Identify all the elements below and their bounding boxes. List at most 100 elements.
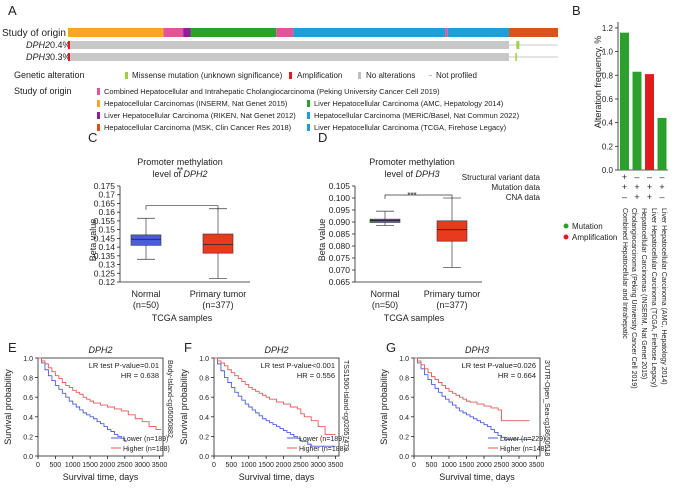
d-sig-bracket [384, 194, 453, 199]
panel-d-boxplot: Promoter methylation level of DPH3 Beta … [317, 157, 482, 323]
alteration-legend-title: Genetic alteration [14, 70, 85, 80]
b-symbol-0-2: – [647, 172, 652, 182]
legend-label-missense: Missense mutation (unknown significance) [132, 71, 283, 80]
legend-swatch-no-alteration [358, 72, 361, 79]
b-study-label-0a: Combined Hepatocellular and Intrahepatic [621, 208, 628, 339]
km-e-ylabel: Survival probability [3, 369, 13, 445]
c-sig-bracket [145, 205, 219, 210]
c-ytick-label-3: 0.135 [94, 251, 116, 261]
km-g-ytick-label-4: 0.8 [399, 376, 409, 383]
km-f-legend-higher: Higher (n=188) [299, 446, 346, 453]
d-significance: *** [407, 191, 416, 200]
d-title-gene: DPH3 [416, 169, 440, 179]
b-symbols: + – – –+ + + +– + + – [622, 172, 665, 202]
c-ytick-label-11: 0.175 [94, 181, 116, 191]
panel-letter-f: F [184, 340, 192, 355]
study-legend: Study of origin Combined Hepatocellular … [14, 86, 520, 132]
d-title-2: level of DPH3 [384, 169, 439, 179]
km-g-xtick-label-6: 3000 [511, 462, 527, 469]
study-segment-8 [509, 28, 558, 37]
d-title-prefix: level of [384, 169, 415, 179]
km-e-frame [37, 357, 164, 457]
c-ytick-label-10: 0.17 [98, 190, 115, 200]
d-ytick-label-2: 0.075 [329, 253, 351, 263]
study-segment-5 [293, 28, 446, 37]
gene-label-dph2: DPH2 [26, 40, 50, 50]
study-label-4: Hepatocellular Carcinoma (MERiC/Basel, N… [314, 111, 520, 120]
c-ytick-label-7: 0.155 [94, 216, 116, 226]
study-bar [68, 28, 558, 37]
km-f-ytick-label-0: 0.0 [199, 454, 209, 461]
legend-label-amplification: Amplification [297, 71, 342, 80]
b-symbol-2-0: – [622, 192, 627, 202]
d-ytick-label-7: 0.100 [329, 193, 351, 203]
legend-swatch-not-profiled [429, 75, 432, 76]
c-title-prefix: level of [152, 169, 183, 179]
b-symbol-1-3: + [659, 182, 664, 192]
b-symbol-2-1: + [634, 192, 639, 202]
d-ytick-label-8: 0.105 [329, 181, 351, 191]
c-axis: 0.120.1250.130.1350.140.1450.150.1550.16… [94, 181, 250, 287]
km-f-xtick-label-3: 1500 [258, 462, 274, 469]
d-ytick-label-3: 0.080 [329, 241, 351, 251]
km-f-ytick-label-5: 1.0 [199, 356, 209, 363]
c-ylabel: Beta value [88, 219, 98, 262]
d-axis: 0.065 0.070 0.075 0.080 0.085 0.090 0.095 0.100… [329, 181, 482, 287]
km-e-ytick-label-4: 0.8 [23, 376, 33, 383]
km-e-xtick-label-7: 3500 [152, 462, 168, 469]
panel-e-km: DPH2 0 500 1000 1500 2000 2500 3000 3500 0.0 0.2 0.… [3, 345, 173, 482]
gene-row-dph2-profiled [68, 41, 509, 49]
gene-row-dph3-amp-mark [68, 53, 70, 61]
b-symbol-0-3: – [659, 172, 664, 182]
study-segment-2 [183, 28, 191, 37]
c-cat-1: Primary tumor [190, 289, 247, 299]
km-e-xlabel: Survival time, days [63, 472, 139, 482]
b-ytick-label-3: 0.6 [602, 95, 614, 104]
km-e-xtick-label-1: 500 [50, 462, 62, 469]
b-study-label-0b: Cholangiocarcinoma (Peking University Ca… [630, 208, 637, 389]
km-f-xtick-label-4: 2000 [276, 462, 292, 469]
d-ytick-label-0: 0.065 [329, 277, 351, 287]
study-swatch-4 [307, 112, 310, 119]
km-g-ytick-label-2: 0.4 [399, 415, 409, 422]
b-bar-1-mutation [632, 71, 642, 170]
km-f-probe: TSS1500-Island-cg02057479 [342, 360, 349, 451]
km-f-curve-lower [214, 357, 336, 447]
study-segment-4 [276, 28, 294, 37]
km-g-ytick-label-3: 0.6 [399, 395, 409, 402]
c-count-1: (n=377) [202, 300, 233, 310]
km-g-xtick-label-2: 1000 [441, 462, 457, 469]
km-e-stat-pvalue: LR test P-value=0.01 [89, 361, 159, 370]
km-e-title: DPH2 [88, 345, 112, 355]
legend-label-not-profiled: Not profiled [436, 71, 477, 80]
b-bar-0-mutation [620, 32, 629, 170]
km-e-ytick-label-1: 0.2 [23, 434, 33, 441]
b-symbol-0-1: – [634, 172, 639, 182]
km-g-legend-lower: Lower (n=229) [500, 436, 545, 443]
study-label-1: Hepatocellular Carcinomas (INSERM, Nat G… [104, 99, 288, 108]
km-e-ytick-label-3: 0.6 [23, 395, 33, 402]
legend-label-no-alteration: No alterations [366, 71, 415, 80]
d-cat-1: Primary tumor [424, 289, 481, 299]
b-legend-amplification-dot [563, 234, 569, 240]
study-row-label: Study of origin [2, 28, 66, 39]
gene-row-dph2-alt-1 [517, 41, 520, 49]
panel-letter-e: E [8, 340, 17, 355]
km-g-curve-lower [414, 357, 533, 440]
b-symbol-2-2: + [647, 192, 652, 202]
d-box-1 [436, 220, 468, 242]
alteration-legend: Genetic alteration Missense mutation (un… [14, 70, 477, 80]
panel-letter-b: B [572, 3, 581, 18]
km-e-xtick-label-6: 3000 [134, 462, 150, 469]
oncoprint: Study of origin DPH2 0.4% * DPH3 0.3% * [2, 28, 558, 62]
b-symbol-1-0: + [622, 182, 627, 192]
km-g-stat-hr: HR = 0.664 [498, 371, 536, 380]
c-ytick-label-9: 0.165 [94, 198, 116, 208]
km-f-ylabel: Survival probability [179, 369, 189, 445]
km-g-ytick-label-1: 0.2 [399, 434, 409, 441]
c-ytick-label-8: 0.16 [98, 207, 115, 217]
panel-letter-d: D [318, 130, 327, 145]
km-e-ytick-label-5: 1.0 [23, 356, 33, 363]
km-f-stat-hr: HR = 0.556 [297, 371, 335, 380]
